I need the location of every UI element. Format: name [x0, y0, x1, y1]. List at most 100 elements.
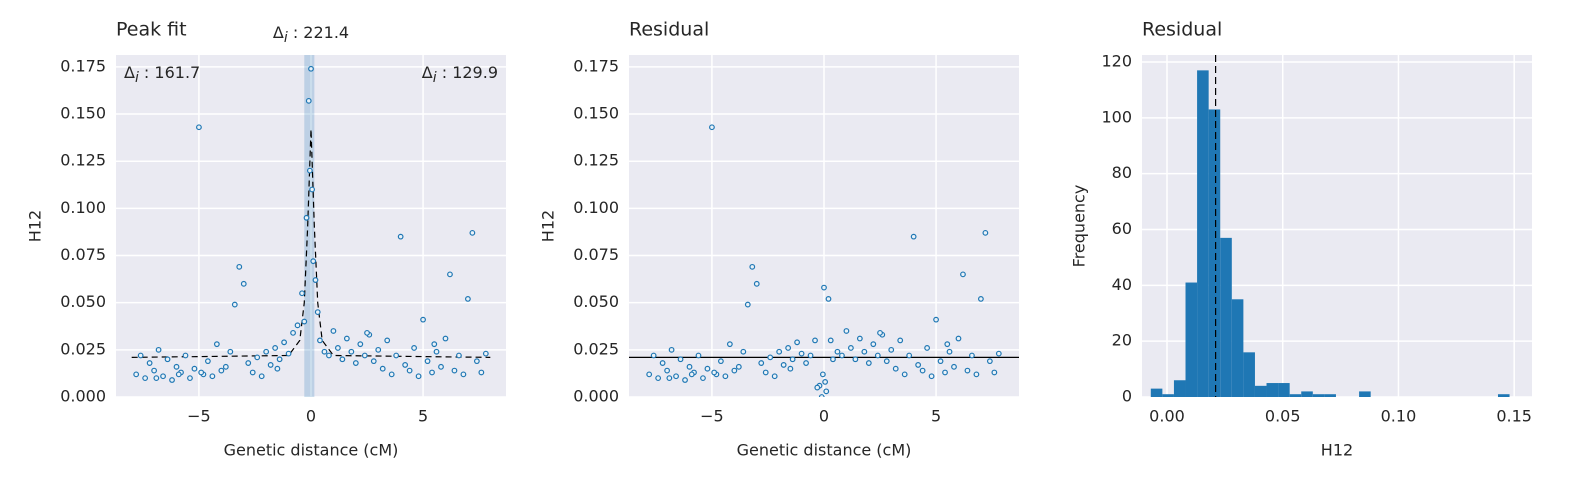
- annotation-value: 221.4: [303, 23, 349, 42]
- data-point: [290, 329, 296, 336]
- data-point: [182, 352, 189, 359]
- data-point: [819, 371, 826, 378]
- data-point: [314, 309, 321, 316]
- y-tick-label: 40: [1112, 275, 1132, 294]
- data-point: [352, 360, 359, 366]
- annotation-separator: :: [139, 63, 155, 82]
- data-point: [942, 369, 948, 376]
- data-point: [646, 371, 653, 378]
- data-point: [438, 363, 444, 370]
- data-point: [442, 335, 449, 342]
- data-point: [153, 375, 160, 382]
- data-point: [310, 258, 317, 265]
- data-point: [420, 316, 426, 323]
- histogram-bar: [1231, 299, 1244, 397]
- data-point: [204, 358, 211, 365]
- data-point: [339, 356, 346, 363]
- data-point: [473, 358, 480, 365]
- data-point: [906, 352, 913, 359]
- data-point: [753, 280, 760, 287]
- data-point: [771, 373, 778, 380]
- x-tick-label: 0: [306, 407, 316, 426]
- chart-title: Residual: [629, 19, 709, 41]
- data-point: [762, 369, 769, 376]
- data-point: [464, 296, 471, 302]
- data-point: [973, 371, 980, 378]
- y-tick-label: 20: [1112, 331, 1132, 350]
- data-point: [798, 350, 805, 357]
- y-tick-label: 0.075: [60, 245, 106, 264]
- x-tick-label: −5: [700, 407, 724, 426]
- annotation-value: 129.9: [452, 63, 498, 82]
- data-point: [785, 345, 792, 351]
- y-tick-label: 80: [1112, 163, 1132, 182]
- data-point: [187, 375, 193, 382]
- data-point: [326, 352, 332, 359]
- data-point: [995, 350, 1002, 357]
- data-point: [870, 341, 877, 348]
- plot-area: [1150, 55, 1510, 397]
- data-point: [272, 345, 279, 351]
- data-point: [664, 367, 671, 374]
- data-point: [946, 348, 953, 355]
- data-point: [821, 284, 827, 291]
- y-tick-label: 0.100: [60, 198, 106, 217]
- data-point: [397, 233, 404, 240]
- data-point: [348, 348, 355, 355]
- histogram-bar: [1497, 394, 1510, 397]
- data-point: [361, 352, 368, 359]
- y-tick-label: 0.125: [573, 151, 619, 170]
- y-tick-label: 0.150: [60, 104, 106, 123]
- data-point: [285, 350, 292, 357]
- data-point: [852, 356, 859, 363]
- data-point: [393, 352, 400, 359]
- data-point: [317, 337, 323, 344]
- y-tick-label: 0.175: [60, 56, 106, 75]
- data-point: [695, 352, 702, 359]
- data-point: [309, 186, 316, 193]
- data-point: [276, 356, 283, 363]
- data-point: [191, 365, 198, 372]
- data-point: [991, 369, 998, 376]
- data-point: [245, 360, 252, 366]
- data-point: [758, 360, 765, 366]
- data-point: [749, 263, 756, 270]
- data-point: [388, 371, 395, 378]
- annotation: Δi : 129.9: [422, 63, 498, 87]
- data-point: [928, 373, 935, 380]
- data-point: [668, 346, 675, 353]
- data-point: [249, 369, 256, 376]
- plot-area: [131, 55, 491, 397]
- data-point: [744, 301, 751, 308]
- y-axis-label: Frequency: [1070, 185, 1089, 268]
- data-point: [469, 229, 476, 236]
- data-point: [227, 348, 234, 355]
- histogram-bar: [1266, 383, 1279, 397]
- histogram-bar: [1150, 388, 1163, 397]
- data-point: [944, 341, 951, 348]
- x-tick-label: −5: [187, 407, 211, 426]
- annotation-separator: :: [437, 63, 453, 82]
- data-point: [240, 280, 247, 287]
- y-axis-label: H12: [539, 210, 558, 242]
- data-point: [375, 346, 382, 353]
- histogram-bar: [1208, 109, 1221, 397]
- data-point: [688, 371, 695, 378]
- data-point: [960, 271, 966, 278]
- data-point: [169, 377, 175, 383]
- data-point: [964, 367, 971, 374]
- data-point: [673, 373, 679, 380]
- annotation-symbol: Δ: [273, 23, 284, 42]
- data-point: [910, 233, 917, 240]
- data-point: [874, 352, 881, 359]
- data-point: [343, 335, 350, 342]
- data-point: [834, 348, 841, 355]
- data-point: [839, 352, 845, 359]
- data-point: [142, 375, 149, 382]
- data-point: [803, 360, 809, 366]
- y-tick-label: 0.175: [573, 56, 619, 75]
- data-point: [254, 354, 261, 361]
- data-point: [892, 365, 899, 372]
- y-tick-label: 0.150: [573, 104, 619, 123]
